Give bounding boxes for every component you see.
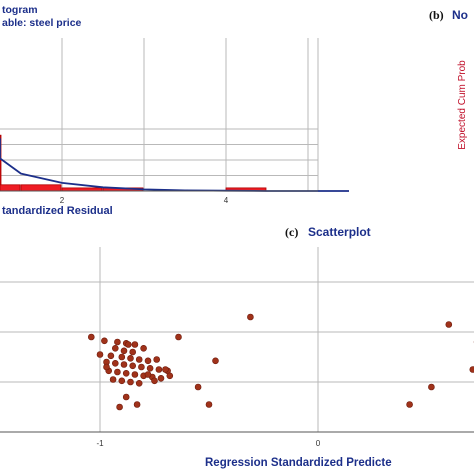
scatter-point (131, 371, 139, 378)
scatter-point (96, 351, 104, 358)
histogram-grid (0, 38, 319, 192)
scatter-point (127, 354, 134, 362)
scatter-point (162, 366, 169, 373)
scatter-point (135, 356, 143, 363)
scatterplot-grid (0, 247, 474, 433)
scatter-point (129, 348, 136, 356)
scatter-point (109, 376, 117, 383)
scatter-point (144, 357, 152, 365)
scatter-point (153, 356, 160, 363)
histogram-bar (20, 184, 62, 192)
scatterplot-x-label: Regression Standardized Predicte (205, 457, 392, 469)
panel-b-title: No (452, 8, 468, 22)
scatter-point (205, 401, 213, 408)
scatter-point (127, 378, 134, 386)
scatter-point (131, 341, 139, 348)
scatter-point (151, 377, 158, 385)
scatter-point (114, 338, 121, 346)
scatter-point (88, 333, 95, 341)
scatter-point (112, 344, 119, 352)
panel-b-label: (b) (429, 8, 444, 22)
scatter-point (122, 393, 130, 401)
scatter-point (428, 383, 435, 391)
scatter-point (118, 377, 126, 385)
scatter-point (166, 372, 174, 380)
scatter-point (155, 366, 163, 373)
scatter-point (129, 362, 136, 370)
scatter-point (125, 341, 132, 348)
histogram-panel: togram able: steel price 2 4 tandardized… (0, 4, 349, 217)
scatter-point (103, 363, 110, 371)
scatter-point (120, 361, 128, 368)
scatter-point (157, 374, 165, 382)
scatter-point (175, 333, 182, 341)
scatter-point (194, 383, 202, 391)
scatterplot-points (88, 313, 474, 411)
scatter-point (445, 321, 453, 328)
normal-curve (0, 138, 349, 192)
histogram-x-tick-4: 4 (224, 196, 229, 205)
scatter-point (144, 371, 152, 378)
histogram-x-tick-2: 2 (60, 196, 65, 205)
scatter-point (406, 401, 413, 408)
scatter-point (469, 366, 474, 373)
scatter-point (120, 347, 128, 355)
scatter-point (247, 313, 254, 321)
scatter-point (116, 403, 123, 411)
scatter-point (101, 337, 108, 345)
scatter-point (140, 344, 147, 352)
scatterplot-x-tick-neg1: -1 (96, 439, 104, 448)
scatter-point (212, 357, 219, 365)
scatterplot-x-tick-0: 0 (316, 439, 321, 448)
histogram-bar (0, 184, 21, 192)
panel-c-label: (c) (285, 225, 298, 239)
histogram-title-line-2: able: steel price (2, 17, 82, 29)
scatter-point (118, 353, 126, 361)
scatter-point (122, 369, 130, 377)
scatter-point (107, 352, 115, 360)
scatterplot-panel: (c) Scatterplot -1 0 Regression Standard… (0, 225, 474, 469)
scatter-point (112, 359, 119, 367)
histogram-title-line-1: togram (2, 4, 38, 16)
panel-b-y-label: Expected Cum Prob (457, 60, 468, 150)
scatter-point (135, 379, 143, 387)
normal-pp-panel: (b) No Expected Cum Prob (429, 8, 468, 150)
histogram-x-label: tandardized Residual (2, 205, 113, 217)
scatterplot-title: Scatterplot (308, 225, 371, 239)
scatter-point (146, 364, 154, 372)
scatter-point (114, 368, 121, 376)
scatter-point (133, 401, 141, 408)
scatter-point (138, 363, 145, 371)
